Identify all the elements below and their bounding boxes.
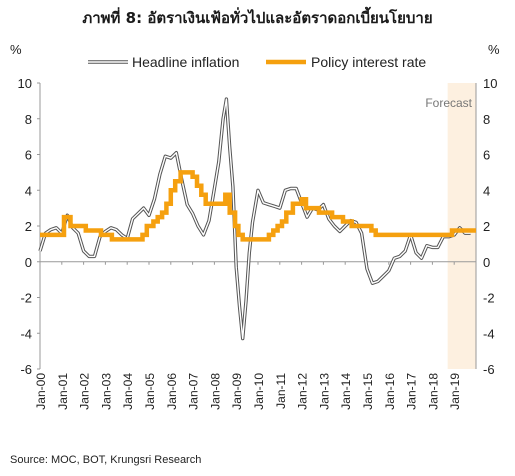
x-tick-label: Jan-15 — [361, 373, 375, 410]
x-tick-label: Jan-11 — [274, 373, 288, 409]
forecast-band — [447, 83, 476, 369]
y-tick-right: 10 — [483, 76, 497, 91]
y-tick-left: 6 — [25, 148, 32, 163]
y-tick-right: 4 — [483, 183, 490, 198]
y-tick-left: 0 — [25, 255, 32, 270]
y-tick-left: 8 — [25, 112, 32, 127]
y-tick-right: 8 — [483, 112, 490, 127]
headline-inflation-line-outer — [38, 97, 471, 341]
legend: Headline inflation Policy interest rate — [88, 54, 426, 70]
y-tick-right: -2 — [483, 291, 495, 306]
x-tick-label: Jan-06 — [165, 373, 179, 410]
x-tick-label: Jan-09 — [230, 373, 244, 410]
x-tick-label: Jan-07 — [187, 373, 201, 410]
x-tick-label: Jan-14 — [339, 373, 353, 410]
x-tick-label: Jan-19 — [448, 373, 462, 410]
right-axis-unit: % — [488, 42, 500, 57]
x-tick-label: Jan-18 — [426, 373, 440, 410]
forecast-label: Forecast — [425, 96, 472, 110]
chart-svg: Forecast -6 -6 -4 -4 -2 -2 0 0 2 2 4 4 6 6 8 8 10 10 Jan-0… — [18, 54, 498, 410]
x-tick-label: Jan-05 — [143, 373, 157, 410]
x-tick-label: Jan-08 — [208, 373, 222, 410]
legend-label-inflation: Headline inflation — [132, 54, 239, 70]
axes: -6 -6 -4 -4 -2 -2 0 0 2 2 4 4 6 6 8 8 10 10 Jan-00 Jan-01 Ja… — [18, 76, 498, 410]
y-tick-right: -6 — [483, 362, 495, 377]
x-tick-label: Jan-13 — [317, 373, 331, 410]
x-tick-label: Jan-16 — [383, 373, 397, 410]
y-tick-left: -4 — [20, 326, 32, 341]
headline-inflation-line-inner — [39, 98, 471, 340]
x-tick-label: Jan-12 — [296, 373, 310, 410]
x-tick-label: Jan-04 — [121, 373, 135, 410]
series-layer — [38, 97, 476, 341]
chart-title: ภาพที่ 8: อัตราเงินเฟ้อทั่วไปและอัตราดอก… — [82, 9, 433, 27]
legend-label-policy-rate: Policy interest rate — [311, 54, 426, 70]
x-tick-label: Jan-00 — [34, 373, 48, 410]
y-tick-left: -2 — [20, 291, 32, 306]
policy-rate-line — [40, 170, 476, 242]
source-note: Source: MOC, BOT, Krungsri Research — [10, 454, 202, 466]
y-tick-left: 4 — [25, 183, 32, 198]
x-tick-label: Jan-01 — [56, 373, 70, 410]
x-tick-label: Jan-10 — [252, 373, 266, 410]
y-tick-right: 2 — [483, 219, 490, 234]
y-tick-left: -6 — [20, 362, 32, 377]
y-tick-left: 10 — [18, 76, 32, 91]
x-tick-label: Jan-17 — [405, 373, 419, 410]
y-tick-right: 6 — [483, 148, 490, 163]
y-tick-right: 0 — [483, 255, 490, 270]
y-tick-right: -4 — [483, 326, 495, 341]
y-tick-left: 2 — [25, 219, 32, 234]
x-tick-label: Jan-03 — [99, 373, 113, 410]
left-axis-unit: % — [10, 42, 22, 57]
x-tick-label: Jan-02 — [78, 373, 92, 410]
